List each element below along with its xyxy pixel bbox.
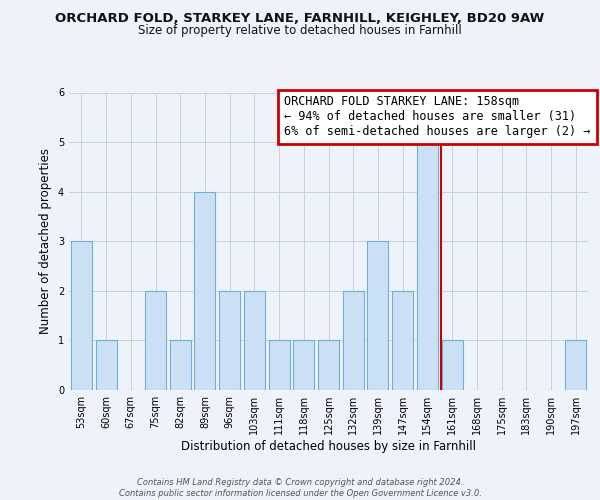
Bar (343, 291, 364, 390)
Bar (170, 340, 191, 390)
Bar (565, 340, 586, 390)
Y-axis label: Number of detached properties: Number of detached properties (40, 148, 52, 334)
Bar (95, 340, 116, 390)
Bar (244, 291, 265, 390)
X-axis label: Distribution of detached houses by size in Farnhill: Distribution of detached houses by size … (181, 440, 476, 453)
Bar (194, 192, 215, 390)
Bar (417, 142, 438, 390)
Text: Size of property relative to detached houses in Farnhill: Size of property relative to detached ho… (138, 24, 462, 37)
Bar (392, 291, 413, 390)
Bar (71, 242, 92, 390)
Bar (367, 242, 388, 390)
Bar (442, 340, 463, 390)
Text: ORCHARD FOLD, STARKEY LANE, FARNHILL, KEIGHLEY, BD20 9AW: ORCHARD FOLD, STARKEY LANE, FARNHILL, KE… (55, 12, 545, 26)
Bar (145, 291, 166, 390)
Bar (318, 340, 339, 390)
Bar (269, 340, 290, 390)
Bar (293, 340, 314, 390)
Text: Contains HM Land Registry data © Crown copyright and database right 2024.
Contai: Contains HM Land Registry data © Crown c… (119, 478, 481, 498)
Bar (219, 291, 240, 390)
Text: ORCHARD FOLD STARKEY LANE: 158sqm
← 94% of detached houses are smaller (31)
6% o: ORCHARD FOLD STARKEY LANE: 158sqm ← 94% … (284, 96, 591, 138)
